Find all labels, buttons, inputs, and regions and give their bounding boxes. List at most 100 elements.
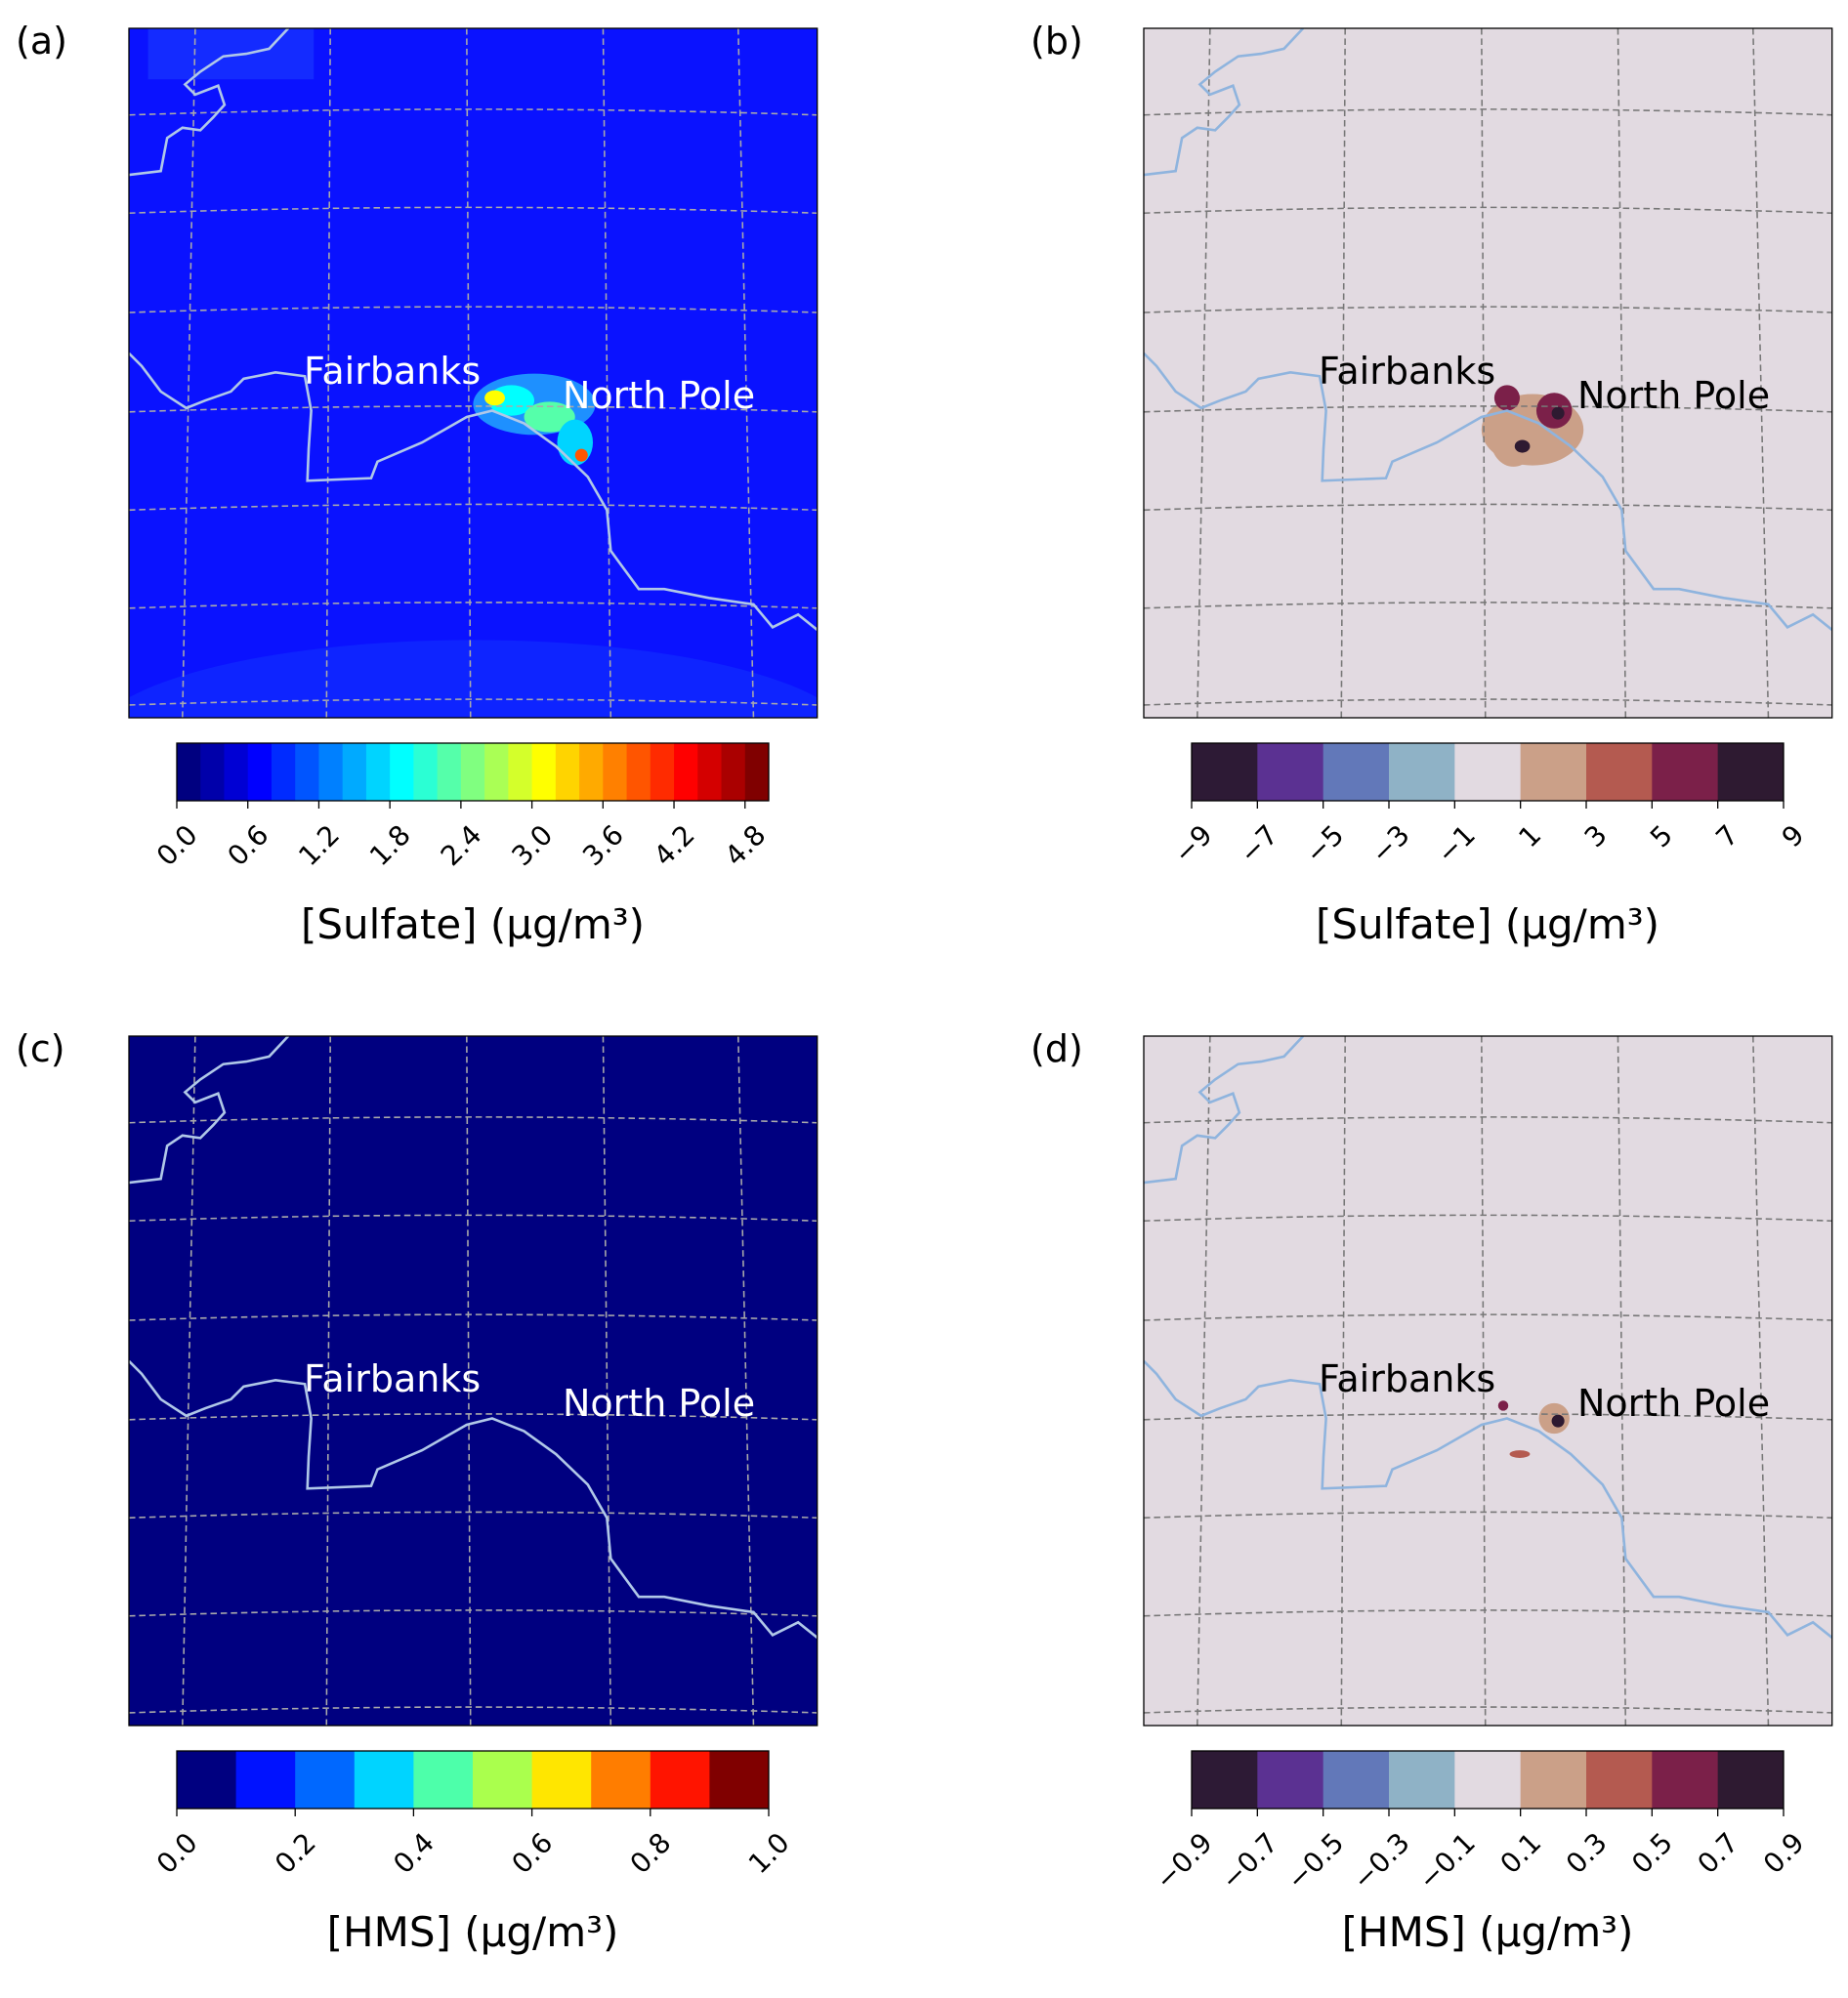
map-background xyxy=(129,1036,818,1727)
colorbar-segment xyxy=(1520,1751,1587,1809)
parallel xyxy=(129,306,818,313)
place-label: North Pole xyxy=(563,374,755,417)
map-frame xyxy=(128,27,819,719)
field-blob xyxy=(524,401,575,433)
colorbar-segment xyxy=(484,743,509,801)
place-label: Fairbanks xyxy=(1319,350,1495,393)
parallel xyxy=(1144,1706,1832,1714)
colorbar-segment xyxy=(295,1751,356,1809)
place-label: Fairbanks xyxy=(1319,1357,1495,1400)
colorbar-segment xyxy=(579,743,604,801)
field-blob xyxy=(574,448,588,462)
parallel xyxy=(1144,602,1832,609)
colorbar-tick-label: 0.6 xyxy=(222,818,275,872)
colorbar-tick-label: 0.3 xyxy=(1560,1826,1614,1880)
colorbar-tick-label: −1 xyxy=(1430,818,1482,870)
map-content xyxy=(129,1036,818,1727)
colorbar-tick-label: 0.2 xyxy=(269,1826,322,1880)
colorbar-segment xyxy=(365,743,391,801)
colorbar-segment xyxy=(413,743,439,801)
colorbar-frame xyxy=(176,742,770,802)
colorbar-segment xyxy=(1257,743,1324,801)
colorbar-segment xyxy=(1454,1751,1522,1809)
parallel xyxy=(1144,1214,1832,1223)
field-blob xyxy=(1551,1414,1565,1428)
colorbar-segment xyxy=(674,743,698,801)
map-background xyxy=(1144,28,1832,719)
field-patch xyxy=(147,28,315,80)
map-frame xyxy=(1143,1035,1833,1727)
colorbar-tick-label: 7 xyxy=(1709,818,1744,853)
parallel xyxy=(129,698,818,706)
colorbar-segment xyxy=(1652,743,1719,801)
colorbar-segment xyxy=(1192,1751,1258,1809)
colorbar-tick-label: 3.0 xyxy=(505,818,559,872)
colorbar-segment xyxy=(508,743,533,801)
colorbar-segment xyxy=(473,1751,533,1809)
colorbar-segment xyxy=(318,743,344,801)
river xyxy=(129,1036,290,1185)
colorbar-segment xyxy=(390,743,414,801)
colorbar-label: [HMS] (μg/m³) xyxy=(1342,1908,1634,1956)
colorbar-segment xyxy=(177,743,201,801)
place-label: Fairbanks xyxy=(304,350,481,393)
colorbar-segment xyxy=(1652,1751,1719,1809)
colorbar-segment xyxy=(744,743,770,801)
field-blob xyxy=(1490,410,1536,467)
colorbar-segment xyxy=(354,1751,414,1809)
colorbar-tick-label: 1.2 xyxy=(292,818,346,872)
colorbar-tick-label: 0.5 xyxy=(1625,1826,1679,1880)
map-background xyxy=(1144,1036,1832,1727)
colorbar-tick-label: 5 xyxy=(1644,818,1679,853)
parallel xyxy=(129,206,818,215)
colorbar-tick-label: 2.4 xyxy=(435,818,488,872)
map xyxy=(128,1035,819,1727)
map-content xyxy=(1144,28,1832,719)
colorbar-tick-label: −9 xyxy=(1167,818,1219,870)
colorbar-segment xyxy=(235,1751,296,1809)
place-label: North Pole xyxy=(1577,1382,1770,1425)
colorbar-segment xyxy=(697,743,723,801)
colorbar-segment xyxy=(555,743,580,801)
parallel xyxy=(1144,1609,1832,1617)
colorbar-tick-label: 0.7 xyxy=(1691,1826,1744,1880)
colorbar-tick-label: 9 xyxy=(1776,818,1811,853)
parallel xyxy=(129,108,818,116)
colorbar-segment xyxy=(413,1751,474,1809)
meridian xyxy=(1197,28,1211,719)
colorbar-segment xyxy=(1586,1751,1653,1809)
colorbar-tick-label: 0.6 xyxy=(505,1826,559,1880)
river xyxy=(129,352,818,631)
colorbar-tick-label: 4.8 xyxy=(719,818,773,872)
place-label: North Pole xyxy=(563,1382,755,1425)
panel-label: (d) xyxy=(1030,1027,1083,1070)
parallel xyxy=(1144,108,1832,116)
panel-label: (c) xyxy=(16,1027,65,1070)
field-patch xyxy=(129,640,818,719)
parallel xyxy=(1144,698,1832,706)
colorbar-segment xyxy=(1323,743,1390,801)
colorbar-segment xyxy=(709,1751,770,1809)
parallel xyxy=(129,602,818,609)
map xyxy=(128,27,819,719)
colorbar-frame xyxy=(176,1750,770,1810)
field-blob xyxy=(1509,1450,1531,1458)
colorbar-frame xyxy=(1191,1750,1785,1810)
colorbar-segment xyxy=(224,743,249,801)
parallel xyxy=(129,1116,818,1124)
colorbar-segment xyxy=(1717,1751,1785,1809)
colorbar-segment xyxy=(247,743,273,801)
field-blob xyxy=(484,390,505,406)
colorbar-segment xyxy=(1257,1751,1324,1809)
parallel xyxy=(129,1413,818,1421)
colorbar-tick-label: −0.5 xyxy=(1281,1826,1350,1895)
colorbar-segment xyxy=(1192,743,1258,801)
place-label: North Pole xyxy=(1577,374,1770,417)
meridian xyxy=(1197,1036,1211,1727)
colorbar-segment xyxy=(531,1751,592,1809)
field-blob xyxy=(1514,439,1531,453)
colorbar-segment xyxy=(591,1751,651,1809)
colorbar-segment xyxy=(626,743,651,801)
colorbar-tick-label: 0.9 xyxy=(1757,1826,1811,1880)
